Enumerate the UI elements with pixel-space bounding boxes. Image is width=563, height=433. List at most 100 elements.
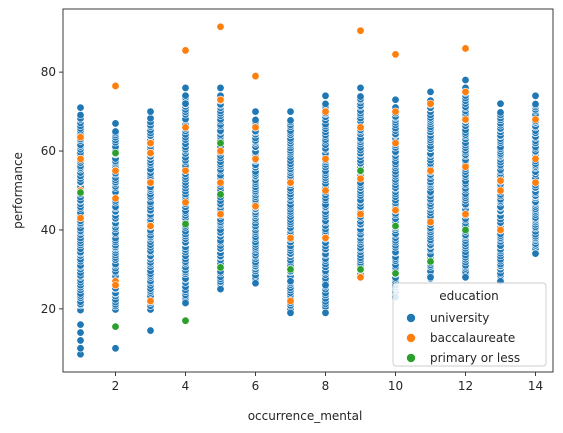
point	[76, 336, 85, 345]
point	[321, 281, 330, 290]
point	[531, 115, 540, 124]
point	[181, 123, 190, 132]
point	[321, 308, 330, 317]
point	[286, 178, 295, 187]
point	[286, 308, 295, 317]
legend-label: primary or less	[430, 351, 520, 365]
point	[391, 107, 400, 116]
point	[461, 210, 470, 219]
legend-entry: university	[406, 311, 489, 325]
point	[181, 99, 190, 108]
point	[146, 107, 155, 116]
y-axis-label: performance	[11, 152, 25, 229]
point	[286, 116, 295, 125]
point	[216, 210, 225, 219]
point	[461, 115, 470, 124]
point	[146, 296, 155, 305]
point	[321, 91, 330, 100]
point	[391, 95, 400, 104]
legend-entry: primary or less	[406, 351, 520, 365]
point	[426, 87, 435, 96]
point	[496, 108, 505, 117]
legend-title: education	[439, 289, 499, 303]
point	[356, 26, 365, 35]
point	[111, 149, 120, 158]
point	[531, 91, 540, 100]
point	[496, 99, 505, 108]
point	[76, 103, 85, 112]
point	[356, 166, 365, 175]
point	[216, 190, 225, 199]
point	[356, 273, 365, 282]
point	[251, 279, 260, 288]
y-tick-label: 60	[41, 144, 56, 158]
point	[251, 123, 260, 132]
point	[286, 107, 295, 116]
x-tick-label: 12	[458, 379, 473, 393]
point	[111, 119, 120, 128]
point	[286, 277, 295, 286]
point	[181, 198, 190, 207]
point	[461, 87, 470, 96]
legend-marker	[406, 333, 416, 343]
point	[251, 115, 260, 124]
point	[321, 186, 330, 195]
point	[111, 281, 120, 290]
point	[76, 133, 85, 142]
point	[146, 139, 155, 148]
point	[216, 285, 225, 294]
point	[391, 222, 400, 231]
point	[391, 50, 400, 59]
x-tick-label: 14	[528, 379, 543, 393]
point	[286, 265, 295, 274]
point	[461, 76, 470, 85]
point	[461, 273, 470, 282]
point	[356, 265, 365, 274]
point	[426, 218, 435, 227]
point	[321, 99, 330, 108]
legend-marker	[406, 313, 416, 323]
point	[146, 149, 155, 158]
point	[426, 166, 435, 175]
point	[356, 123, 365, 132]
point	[251, 202, 260, 211]
point	[111, 344, 120, 353]
point	[76, 328, 85, 337]
point	[356, 92, 365, 101]
point	[181, 166, 190, 175]
point	[76, 111, 85, 120]
point	[111, 127, 120, 136]
point	[286, 233, 295, 242]
point	[286, 296, 295, 305]
point	[496, 225, 505, 234]
point	[461, 44, 470, 53]
point	[76, 188, 85, 197]
point	[216, 22, 225, 31]
point	[111, 194, 120, 203]
point	[531, 249, 540, 258]
point	[216, 95, 225, 104]
y-ticks: 20 40 60 80	[41, 65, 63, 316]
point	[216, 139, 225, 148]
point	[76, 154, 85, 163]
point	[146, 326, 155, 335]
legend-label: baccalaureate	[430, 331, 515, 345]
point	[461, 225, 470, 234]
point	[216, 178, 225, 187]
point	[251, 154, 260, 163]
point	[461, 162, 470, 171]
point	[531, 154, 540, 163]
x-tick-label: 10	[388, 379, 403, 393]
point	[111, 166, 120, 175]
point	[356, 174, 365, 183]
point	[356, 83, 365, 92]
point	[146, 178, 155, 187]
point	[111, 322, 120, 331]
point	[76, 214, 85, 223]
x-axis-label: occurrence_mental	[248, 409, 363, 423]
point	[111, 81, 120, 90]
point	[426, 257, 435, 266]
point	[181, 298, 190, 307]
points-layer	[76, 22, 540, 359]
